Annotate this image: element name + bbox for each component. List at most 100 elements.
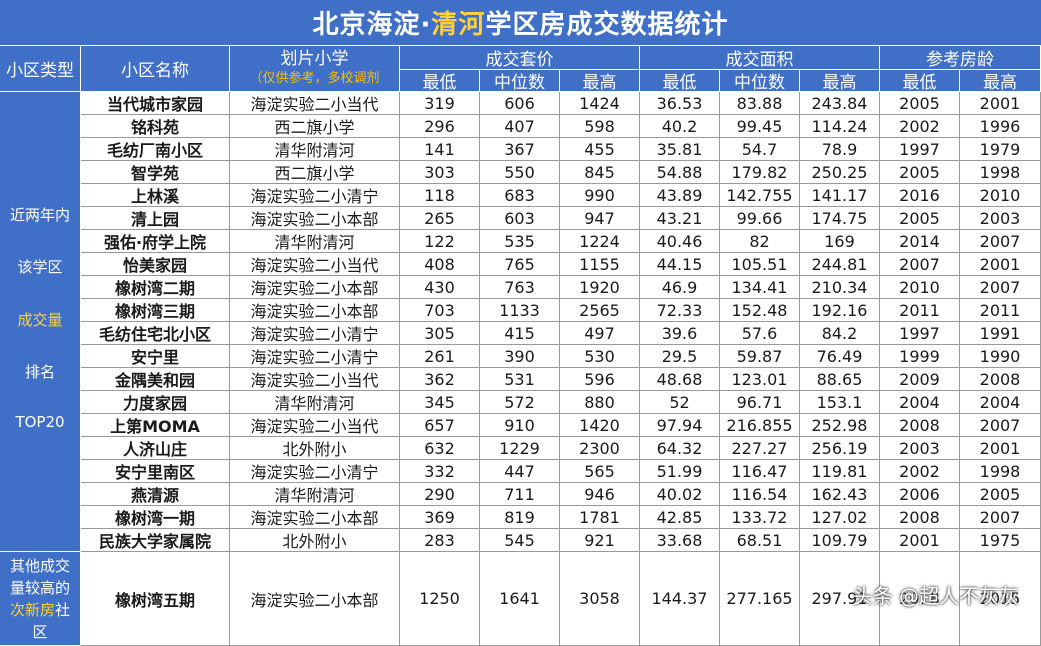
table-cell-a-low: 144.37 [640, 552, 720, 646]
table-cell-y-high: 1996 [960, 115, 1041, 138]
table-row-school: 海淀实验二小本部 [230, 207, 400, 230]
table-cell-p-low: 319 [400, 92, 480, 115]
table-cell-p-mid: 545 [480, 529, 560, 552]
table-cell-p-low: 283 [400, 529, 480, 552]
table-cell-p-low: 369 [400, 506, 480, 529]
table-cell-a-mid: 83.88 [720, 92, 800, 115]
category-top20-line4: 排名 [24, 362, 55, 381]
table-cell-p-low: 703 [400, 299, 480, 322]
table-row-school: 海淀实验二小清宁 [230, 322, 400, 345]
table-cell-p-high: 598 [560, 115, 640, 138]
category-top20-line5: TOP20 [15, 413, 65, 431]
table-row-school: 海淀实验二小本部 [230, 299, 400, 322]
table-cell-y-high: 2010 [960, 184, 1041, 207]
table-cell-p-high: 845 [560, 161, 640, 184]
table-cell-y-high: 1979 [960, 138, 1041, 161]
table-cell-p-mid: 415 [480, 322, 560, 345]
table-cell-y-low: 2005 [880, 161, 960, 184]
table-cell-a-mid: 57.6 [720, 322, 800, 345]
table-row-name: 橡树湾三期 [81, 299, 230, 322]
table-cell-p-high: 565 [560, 460, 640, 483]
table-cell-a-high: 127.02 [800, 506, 880, 529]
table-cell-a-mid: 277.165 [720, 552, 800, 646]
table-cell-p-mid: 447 [480, 460, 560, 483]
table-cell-p-mid: 711 [480, 483, 560, 506]
table-cell-p-low: 296 [400, 115, 480, 138]
table-cell-a-low: 48.68 [640, 368, 720, 391]
table-cell-p-mid: 367 [480, 138, 560, 161]
table-row-school: 清华附清河 [230, 230, 400, 253]
table-cell-a-mid: 82 [720, 230, 800, 253]
table-cell-a-high: 153.1 [800, 391, 880, 414]
table-cell-p-high: 455 [560, 138, 640, 161]
table-cell-y-low: 2005 [880, 92, 960, 115]
table-cell-a-mid: 105.51 [720, 253, 800, 276]
table-cell-y-high: 1991 [960, 322, 1041, 345]
table-cell-p-low: 1250 [400, 552, 480, 646]
table-cell-p-mid: 531 [480, 368, 560, 391]
table-row-school: 海淀实验二小当代 [230, 92, 400, 115]
table-cell-p-mid: 535 [480, 230, 560, 253]
table-cell-p-high: 1420 [560, 414, 640, 437]
table-cell-y-high: 2007 [960, 414, 1041, 437]
table-cell-a-low: 39.6 [640, 322, 720, 345]
table-cell-p-high: 1781 [560, 506, 640, 529]
table-cell-y-low: 2004 [880, 391, 960, 414]
header-sub-high: 最高 [960, 70, 1041, 92]
table-cell-a-high: 169 [800, 230, 880, 253]
table-cell-y-high: 2001 [960, 437, 1041, 460]
table-row-school: 海淀实验二小当代 [230, 414, 400, 437]
category-new-pre: 其他成交量较高的 [9, 556, 70, 597]
table-cell-a-mid: 123.01 [720, 368, 800, 391]
table-row-name: 智学苑 [81, 161, 230, 184]
table-row-name: 清上园 [81, 207, 230, 230]
table-cell-p-low: 430 [400, 276, 480, 299]
table-cell-a-high: 78.9 [800, 138, 880, 161]
table-cell-p-mid: 1229 [480, 437, 560, 460]
table-cell-y-low: 2005 [880, 207, 960, 230]
table-cell-y-high: 2011 [960, 299, 1041, 322]
table-cell-p-high: 497 [560, 322, 640, 345]
table-cell-a-high: 252.98 [800, 414, 880, 437]
table-cell-y-high: 2004 [960, 391, 1041, 414]
table-cell-a-mid: 216.855 [720, 414, 800, 437]
table-cell-a-low: 40.2 [640, 115, 720, 138]
table-cell-y-high: 2001 [960, 92, 1041, 115]
table-row-name: 橡树湾二期 [81, 276, 230, 299]
table-cell-p-high: 921 [560, 529, 640, 552]
table-cell-p-mid: 572 [480, 391, 560, 414]
table-cell-a-mid: 116.47 [720, 460, 800, 483]
table-cell-y-high: 2003 [960, 207, 1041, 230]
table-cell-p-mid: 683 [480, 184, 560, 207]
header-age: 参考房龄 [880, 46, 1041, 70]
watermark: 头条 @超人不灰灰 [852, 584, 1019, 608]
category-new-housing-text: 其他成交量较高的次新房社区 [4, 555, 76, 643]
table-cell-p-mid: 765 [480, 253, 560, 276]
table-cell-p-high: 596 [560, 368, 640, 391]
table-row-school: 海淀实验二小当代 [230, 253, 400, 276]
table-cell-a-low: 52 [640, 391, 720, 414]
table-cell-p-low: 305 [400, 322, 480, 345]
table-cell-y-low: 1999 [880, 345, 960, 368]
table-row-school: 北外附小 [230, 437, 400, 460]
table-cell-p-high: 946 [560, 483, 640, 506]
table-row-name: 橡树湾五期 [81, 552, 230, 646]
table-cell-a-high: 210.34 [800, 276, 880, 299]
table-row-name: 上第MOMA [81, 414, 230, 437]
table-cell-p-low: 265 [400, 207, 480, 230]
table-cell-a-mid: 96.71 [720, 391, 800, 414]
table-row-school: 海淀实验二小本部 [230, 506, 400, 529]
table-cell-a-mid: 134.41 [720, 276, 800, 299]
table-cell-a-low: 44.15 [640, 253, 720, 276]
table-cell-a-low: 42.85 [640, 506, 720, 529]
header-price: 成交套价 [400, 46, 640, 70]
table-cell-p-low: 362 [400, 368, 480, 391]
table-cell-y-low: 2010 [880, 276, 960, 299]
table-cell-p-low: 261 [400, 345, 480, 368]
table-cell-p-mid: 390 [480, 345, 560, 368]
table-row-school: 海淀实验二小当代 [230, 368, 400, 391]
table-cell-p-low: 141 [400, 138, 480, 161]
table-cell-a-mid: 142.755 [720, 184, 800, 207]
table-cell-p-high: 880 [560, 391, 640, 414]
table-row-name: 毛纺住宅北小区 [81, 322, 230, 345]
